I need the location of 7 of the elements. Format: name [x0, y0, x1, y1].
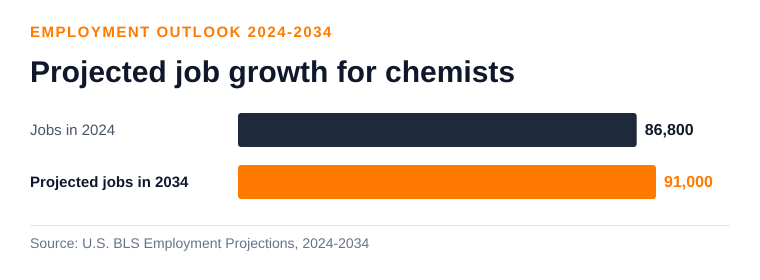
y-tick-label: Projected jobs in 2034 [30, 174, 190, 191]
source-note: Source: U.S. BLS Employment Projections, 2024-2034 [30, 235, 370, 251]
data-label: 86,800 [644, 122, 694, 139]
chart-title: Projected job growth for chemists [30, 56, 516, 90]
data-label: 91,000 [664, 174, 714, 191]
chart-subtitle: EMPLOYMENT OUTLOOK 2024-2034 [30, 24, 333, 41]
y-tick-label: Jobs in 2024 [30, 122, 116, 139]
